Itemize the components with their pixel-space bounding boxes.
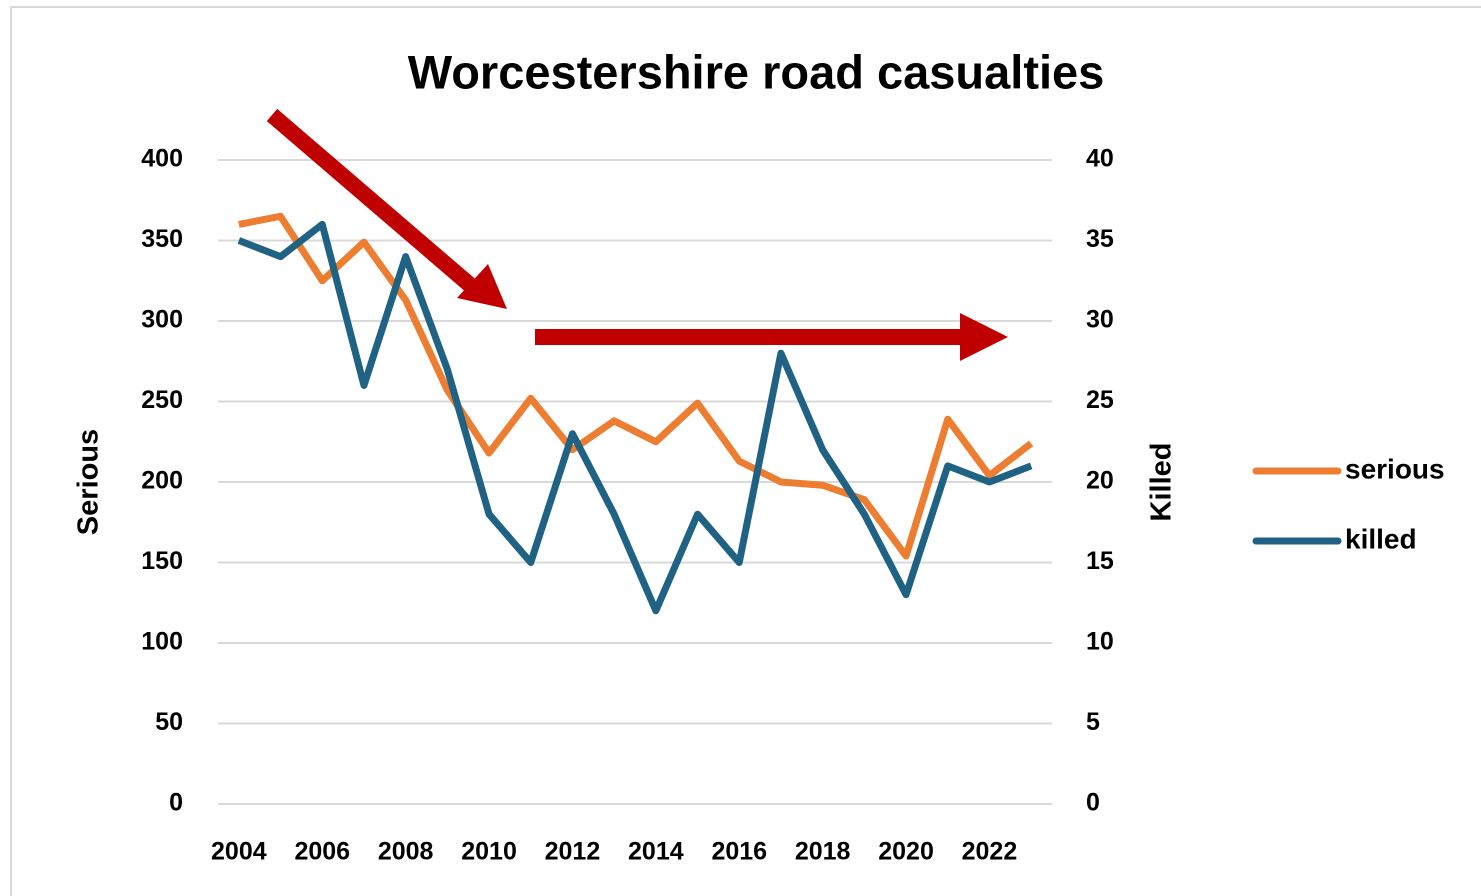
line-series (238, 212, 1034, 560)
y-tick-label: 250 (141, 386, 183, 414)
y2-tick-label: 20 (1086, 467, 1114, 495)
y2-tick-label: 0 (1086, 789, 1100, 817)
y-tick-label: 100 (141, 628, 183, 656)
y2-tick-label: 25 (1086, 386, 1114, 414)
y2-tick-label: 40 (1086, 145, 1114, 173)
chart-frame (10, 6, 1481, 896)
x-tick-label: 2018 (795, 838, 851, 866)
y-tick-label: 0 (169, 789, 183, 817)
chart-title: Worcestershire road casualties (408, 45, 1105, 98)
y-tick-label: 350 (141, 225, 183, 253)
x-tick-label: 2006 (294, 838, 350, 866)
y-tick-label: 300 (141, 306, 183, 334)
line-series (237, 220, 1033, 615)
x-tick-label: 2004 (211, 838, 267, 866)
legend-label: killed (1345, 523, 1417, 554)
y2-tick-label: 30 (1086, 306, 1114, 334)
x-tick-label: 2022 (962, 838, 1018, 866)
x-tick-label: 2020 (878, 838, 934, 866)
annotation-arrows (266, 108, 1008, 361)
x-tick-label: 2010 (461, 838, 517, 866)
legend-label: serious (1345, 453, 1445, 484)
x-tick-label: 2016 (711, 838, 767, 866)
y2-tick-label: 5 (1086, 708, 1100, 736)
y2-tick-label: 15 (1086, 547, 1114, 575)
y-tick-label: 150 (141, 547, 183, 575)
plot-area: 0 50 100 150 200 250 300 350 400 0 5 10 15 20 25 30 35 40… (141, 145, 1444, 866)
y2-axis-label: Killed (1146, 443, 1178, 522)
x-tick-label: 2012 (545, 838, 601, 866)
y2-tick-label: 35 (1086, 225, 1114, 253)
y-tick-label: 400 (141, 145, 183, 173)
arrow-shaft (266, 108, 476, 292)
arrow-head (960, 313, 1008, 361)
y2-tick-label: 10 (1086, 628, 1114, 656)
y-tick-label: 200 (141, 467, 183, 495)
y-tick-label: 50 (155, 708, 183, 736)
y-axis-label: Serious (73, 429, 105, 535)
x-tick-label: 2014 (628, 838, 684, 866)
x-tick-label: 2008 (378, 838, 434, 866)
arrow-head (457, 264, 507, 309)
